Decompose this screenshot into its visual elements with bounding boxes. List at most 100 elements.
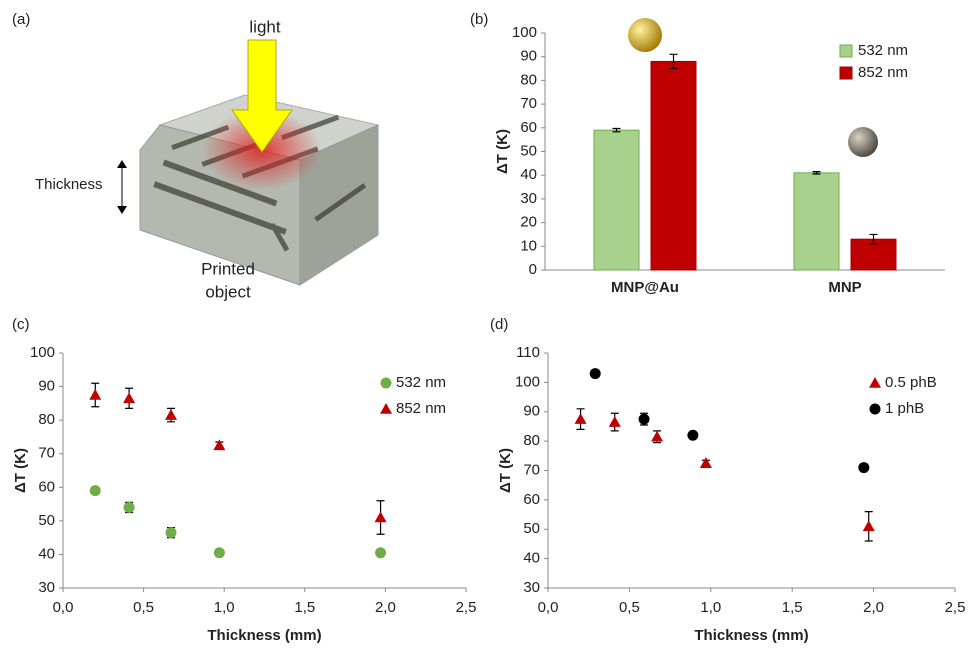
point — [89, 485, 101, 497]
x-tick-label: 0,5 — [619, 599, 640, 616]
x-tick-label: 2,5 — [945, 599, 966, 616]
legend-label: 1 phB — [885, 400, 924, 417]
point — [123, 501, 135, 513]
legend-marker — [869, 403, 881, 415]
y-tick-label: 90 — [523, 403, 540, 420]
x-tick-label: 1,0 — [214, 599, 235, 616]
legend-marker — [380, 403, 392, 414]
x-tick-label: 0,0 — [53, 599, 74, 616]
thickness-label: Thickness — [35, 176, 103, 193]
bar — [793, 172, 840, 271]
y-axis-title: ΔT (K) — [12, 448, 29, 493]
y-tick-label: 70 — [38, 445, 55, 462]
y-tick-label: 60 — [523, 491, 540, 508]
object-label: Printed — [201, 259, 255, 278]
legend-label: 0.5 phB — [885, 374, 937, 391]
nanoparticle-icon — [848, 127, 878, 157]
point — [687, 429, 699, 441]
point — [213, 439, 226, 451]
point — [375, 547, 387, 559]
y-tick-label: 70 — [520, 95, 537, 112]
panel-label: (b) — [470, 11, 488, 28]
panel-label: (d) — [490, 316, 508, 333]
y-axis-title: ΔT (K) — [494, 129, 511, 174]
point — [862, 520, 875, 532]
y-tick-label: 70 — [523, 461, 540, 478]
error-bar — [612, 127, 621, 133]
y-tick-label: 90 — [38, 378, 55, 395]
point — [638, 413, 650, 425]
y-tick-label: 60 — [38, 478, 55, 495]
object-label: object — [205, 282, 251, 301]
point — [699, 457, 712, 468]
point — [123, 392, 136, 404]
y-tick-label: 30 — [523, 579, 540, 596]
point — [651, 430, 664, 442]
error-bar — [669, 53, 678, 70]
y-tick-label: 0 — [529, 261, 537, 278]
x-tick-label: 0,5 — [133, 599, 154, 616]
bar — [650, 60, 697, 271]
legend-label: 852 nm — [396, 400, 446, 417]
y-tick-label: 50 — [523, 520, 540, 537]
y-tick-label: 110 — [516, 344, 540, 361]
y-axis-title: ΔT (K) — [497, 448, 514, 493]
gold-nanoparticle-icon — [628, 18, 662, 52]
arrow-head — [117, 206, 127, 214]
x-tick-label: 1,5 — [782, 599, 803, 616]
point — [589, 368, 601, 380]
y-tick-label: 100 — [30, 344, 55, 361]
x-axis-title: Thickness (mm) — [694, 627, 808, 644]
y-tick-label: 40 — [520, 166, 537, 183]
point — [608, 416, 621, 427]
bar — [593, 129, 640, 271]
y-tick-label: 80 — [520, 71, 537, 88]
x-tick-label: MNP — [828, 279, 861, 296]
x-tick-label: 1,0 — [700, 599, 721, 616]
point — [213, 547, 225, 559]
point — [165, 409, 178, 420]
printed-object — [139, 94, 380, 286]
point — [165, 527, 177, 539]
y-tick-label: 80 — [38, 411, 55, 428]
point — [89, 388, 102, 400]
panel-label: (a) — [12, 11, 30, 28]
y-tick-label: 90 — [520, 48, 537, 65]
point — [374, 511, 387, 523]
y-tick-label: 100 — [512, 24, 537, 41]
y-tick-label: 100 — [515, 373, 540, 390]
y-tick-label: 40 — [523, 550, 540, 567]
x-tick-label: 1,5 — [294, 599, 315, 616]
x-tick-label: MNP@Au — [611, 279, 679, 296]
panel-label: (c) — [12, 316, 30, 333]
legend-swatch — [839, 44, 853, 58]
legend-label: 532 nm — [396, 374, 446, 391]
x-axis-title: Thickness (mm) — [207, 627, 321, 644]
y-tick-label: 30 — [520, 190, 537, 207]
light-arrow — [231, 39, 293, 153]
legend-swatch — [839, 66, 853, 80]
error-bar — [812, 171, 821, 175]
error-bar — [869, 233, 878, 245]
y-tick-label: 50 — [38, 512, 55, 529]
y-tick-label: 10 — [520, 237, 537, 254]
x-tick-label: 2,5 — [456, 599, 477, 616]
legend-marker — [869, 377, 881, 388]
arrow-head — [117, 160, 127, 168]
x-tick-label: 2,0 — [863, 599, 884, 616]
light-label: light — [249, 17, 280, 36]
x-tick-label: 0,0 — [538, 599, 559, 616]
y-tick-label: 50 — [520, 142, 537, 159]
y-tick-label: 40 — [38, 545, 55, 562]
point — [574, 413, 587, 424]
y-tick-label: 80 — [523, 432, 540, 449]
y-tick-label: 30 — [38, 579, 55, 596]
y-tick-label: 20 — [520, 214, 537, 231]
legend-marker — [380, 377, 392, 389]
point — [858, 462, 870, 474]
legend-label: 532 nm — [858, 42, 908, 59]
y-tick-label: 60 — [520, 119, 537, 136]
x-tick-label: 2,0 — [375, 599, 396, 616]
